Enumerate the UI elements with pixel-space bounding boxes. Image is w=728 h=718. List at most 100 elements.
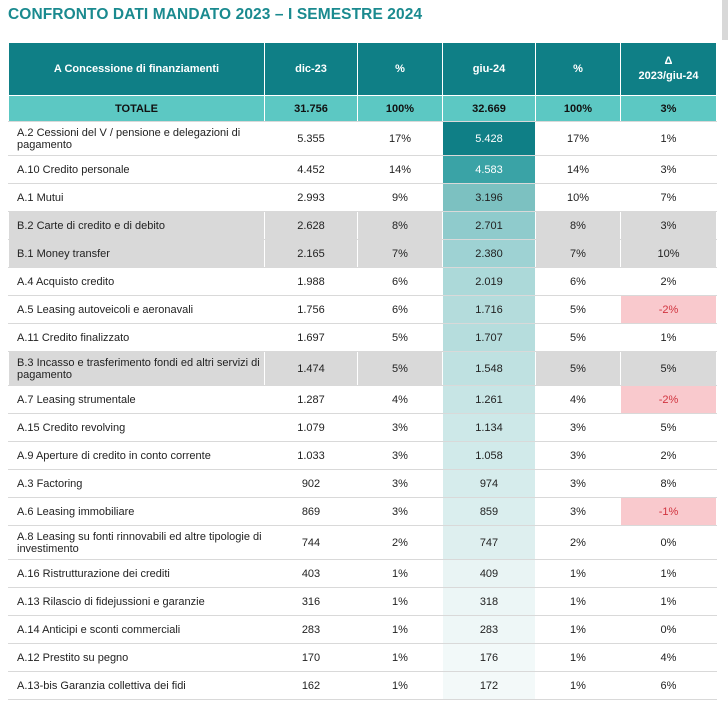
row-pct1: 1%	[357, 671, 443, 700]
table-row: B.1 Money transfer 2.165 7% 2.380 7% 10%	[8, 239, 717, 268]
row-label: B.1 Money transfer	[8, 239, 265, 268]
row-delta: 2%	[620, 267, 717, 296]
row-giu24: 5.428	[442, 121, 536, 156]
row-delta: 0%	[620, 615, 717, 644]
row-giu24: 747	[442, 525, 536, 560]
row-dic23: 1.033	[264, 441, 358, 470]
table-row: A.13 Rilascio di fidejussioni e garanzie…	[8, 587, 717, 616]
table-row: A.9 Aperture di credito in conto corrent…	[8, 441, 717, 470]
row-dic23: 1.287	[264, 385, 358, 414]
row-pct2: 8%	[535, 211, 621, 240]
row-label: A.11 Credito finalizzato	[8, 323, 265, 352]
row-label: A.15 Credito revolving	[8, 413, 265, 442]
row-giu24: 1.134	[442, 413, 536, 442]
row-dic23: 162	[264, 671, 358, 700]
row-giu24: 2.701	[442, 211, 536, 240]
row-delta: 1%	[620, 587, 717, 616]
total-label: TOTALE	[8, 95, 265, 122]
row-label: A.6 Leasing immobiliare	[8, 497, 265, 526]
row-delta: 3%	[620, 211, 717, 240]
total-pct2: 100%	[535, 95, 621, 122]
row-pct2: 3%	[535, 497, 621, 526]
row-pct1: 3%	[357, 413, 443, 442]
header-category: A Concessione di finanziamenti	[8, 42, 265, 96]
row-label: A.12 Prestito su pegno	[8, 643, 265, 672]
table-row: A.12 Prestito su pegno 170 1% 176 1% 4%	[8, 643, 717, 672]
row-giu24: 1.261	[442, 385, 536, 414]
table-row: A.4 Acquisto credito 1.988 6% 2.019 6% 2%	[8, 267, 717, 296]
row-pct2: 5%	[535, 351, 621, 386]
row-label: A.13-bis Garanzia collettiva dei fidi	[8, 671, 265, 700]
row-pct2: 14%	[535, 155, 621, 184]
title-bar: CONFRONTO DATI MANDATO 2023 – I SEMESTRE…	[0, 0, 728, 40]
corner-decoration	[722, 0, 728, 40]
row-giu24: 859	[442, 497, 536, 526]
row-pct1: 14%	[357, 155, 443, 184]
row-label: A.4 Acquisto credito	[8, 267, 265, 296]
row-dic23: 5.355	[264, 121, 358, 156]
row-pct2: 3%	[535, 441, 621, 470]
row-delta: 8%	[620, 469, 717, 498]
table-row: A.11 Credito finalizzato 1.697 5% 1.707 5% 1%	[8, 323, 717, 352]
table-row: A.14 Anticipi e sconti commerciali 283 1% 2…	[8, 615, 717, 644]
row-pct1: 7%	[357, 239, 443, 268]
row-pct1: 1%	[357, 559, 443, 588]
table-row: A.2 Cessioni del V / pensione e delegazi…	[8, 121, 717, 156]
table-row: A.16 Ristrutturazione dei crediti 403 1% 40…	[8, 559, 717, 588]
row-dic23: 1.697	[264, 323, 358, 352]
row-dic23: 1.474	[264, 351, 358, 386]
row-pct1: 3%	[357, 441, 443, 470]
row-pct1: 3%	[357, 469, 443, 498]
row-dic23: 2.628	[264, 211, 358, 240]
row-pct2: 1%	[535, 559, 621, 588]
total-row: TOTALE 31.756 100% 32.669 100% 3%	[8, 95, 717, 122]
row-dic23: 744	[264, 525, 358, 560]
row-pct2: 1%	[535, 643, 621, 672]
row-pct1: 17%	[357, 121, 443, 156]
row-pct2: 3%	[535, 413, 621, 442]
row-dic23: 1.756	[264, 295, 358, 324]
row-dic23: 403	[264, 559, 358, 588]
row-pct2: 5%	[535, 295, 621, 324]
row-pct2: 1%	[535, 671, 621, 700]
row-giu24: 2.019	[442, 267, 536, 296]
header-pct2: %	[535, 42, 621, 96]
row-pct1: 3%	[357, 497, 443, 526]
row-dic23: 902	[264, 469, 358, 498]
row-delta: 1%	[620, 323, 717, 352]
row-pct1: 1%	[357, 643, 443, 672]
row-pct1: 6%	[357, 267, 443, 296]
row-dic23: 316	[264, 587, 358, 616]
row-pct1: 8%	[357, 211, 443, 240]
row-pct2: 6%	[535, 267, 621, 296]
row-giu24: 1.548	[442, 351, 536, 386]
row-delta: 3%	[620, 155, 717, 184]
row-delta: 1%	[620, 121, 717, 156]
row-label: A.16 Ristrutturazione dei crediti	[8, 559, 265, 588]
row-dic23: 1.079	[264, 413, 358, 442]
row-pct2: 3%	[535, 469, 621, 498]
table-row: A.6 Leasing immobiliare 869 3% 859 3% -1%	[8, 497, 717, 526]
row-delta: 2%	[620, 441, 717, 470]
row-label: A.5 Leasing autoveicoli e aeronavali	[8, 295, 265, 324]
total-pct1: 100%	[357, 95, 443, 122]
table-row: A.7 Leasing strumentale 1.287 4% 1.261 4% -2%	[8, 385, 717, 414]
row-label: A.9 Aperture di credito in conto corrent…	[8, 441, 265, 470]
total-giu24: 32.669	[442, 95, 536, 122]
row-label: B.2 Carte di credito e di debito	[8, 211, 265, 240]
row-delta: -1%	[620, 497, 717, 526]
row-delta: 6%	[620, 671, 717, 700]
row-giu24: 283	[442, 615, 536, 644]
row-label: A.2 Cessioni del V / pensione e delegazi…	[8, 121, 265, 156]
row-delta: -2%	[620, 385, 717, 414]
row-dic23: 2.165	[264, 239, 358, 268]
table-row: A.13-bis Garanzia collettiva dei fidi 162…	[8, 671, 717, 700]
table-row: A.10 Credito personale 4.452 14% 4.583 14% 3%	[8, 155, 717, 184]
row-pct1: 5%	[357, 323, 443, 352]
row-pct2: 2%	[535, 525, 621, 560]
data-table: A Concessione di finanziamenti dic-23 % …	[8, 42, 717, 700]
row-pct1: 6%	[357, 295, 443, 324]
row-pct2: 1%	[535, 615, 621, 644]
row-pct2: 1%	[535, 587, 621, 616]
row-giu24: 176	[442, 643, 536, 672]
